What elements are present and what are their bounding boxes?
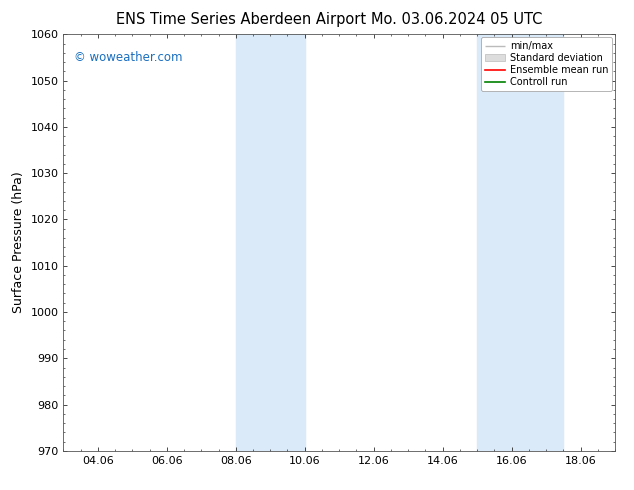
Y-axis label: Surface Pressure (hPa): Surface Pressure (hPa) [12, 172, 25, 314]
Bar [477, 34, 563, 451]
Legend: min/max, Standard deviation, Ensemble mean run, Controll run: min/max, Standard deviation, Ensemble me… [481, 37, 612, 91]
Text: ENS Time Series Aberdeen Airport: ENS Time Series Aberdeen Airport [116, 12, 366, 27]
Bar [236, 34, 305, 451]
Text: Mo. 03.06.2024 05 UTC: Mo. 03.06.2024 05 UTC [371, 12, 542, 27]
Text: © woweather.com: © woweather.com [74, 51, 183, 64]
